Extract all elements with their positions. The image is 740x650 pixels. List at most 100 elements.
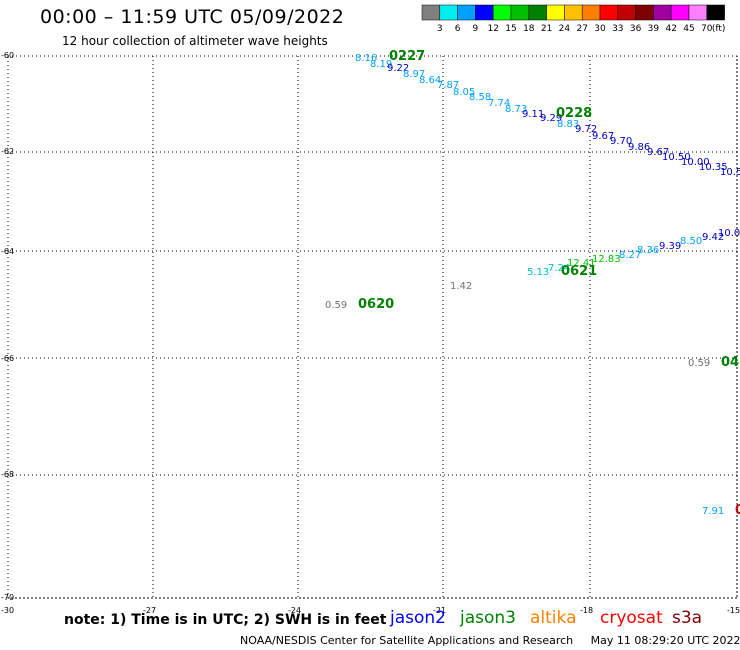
legend-label: 33 [612, 24, 623, 34]
legend-swatch [706, 4, 725, 21]
swh-value: 8.97 [403, 69, 425, 80]
swh-value: 8.83 [557, 119, 579, 130]
legend-swatch [528, 4, 547, 21]
swh-value: 8.16 [355, 53, 377, 64]
legend-label: 24 [559, 24, 571, 34]
swh-value: 9.11 [522, 109, 544, 120]
legend-label: 45 [683, 24, 694, 34]
lat-label: -62 [1, 147, 14, 156]
lon-label: -27 [143, 606, 156, 615]
legend-swatch [475, 4, 494, 21]
legend-label: 70 [701, 24, 713, 34]
legend-label: 36 [630, 24, 642, 34]
satellite-altika: altika [530, 608, 577, 628]
swh-value: 9.39 [659, 241, 681, 252]
swh-value: 9.72 [575, 124, 597, 135]
legend-swatch [688, 4, 708, 21]
swh-value: 8.19 [370, 59, 392, 70]
pass-time-label: 0621 [561, 264, 597, 279]
legend-swatch [670, 4, 690, 21]
legend-swatch [564, 4, 583, 21]
pass-time-label: 0228 [556, 106, 592, 121]
swh-value: 9.67 [647, 147, 669, 158]
legend-label: 9 [473, 24, 479, 34]
swh-value: 9.86 [628, 142, 650, 153]
satellite-jason3: jason3 [460, 608, 516, 628]
legend-swatch [599, 4, 619, 21]
satellite-s3a: s3a [672, 608, 703, 628]
page-title: 00:00 – 11:59 UTC 05/09/2022 [40, 6, 345, 28]
legend-label: 6 [455, 24, 461, 34]
lon-label: -21 [433, 606, 446, 615]
legend-label: 39 [648, 24, 660, 34]
lat-label: -68 [1, 470, 14, 479]
lat-label: -64 [1, 247, 14, 256]
legend-swatch [635, 4, 654, 21]
legend-swatch [492, 4, 512, 21]
swh-value: 0.59 [688, 358, 710, 369]
lat-label: -60 [1, 51, 14, 60]
swh-value: 9.42 [702, 232, 724, 243]
lon-label: -15 [727, 606, 740, 615]
credit-line: NOAA/NESDIS Center for Satellite Applica… [240, 634, 740, 647]
legend-unit: (ft) [712, 24, 726, 34]
map-grid [7, 55, 738, 599]
note-text: note: 1) Time is in UTC; 2) SWH is in fe… [64, 612, 387, 628]
lon-label: -24 [288, 606, 301, 615]
legend-label: 12 [487, 24, 498, 34]
satellite-cryosat: cryosat [600, 608, 663, 628]
swh-value: 10.50 [662, 152, 691, 163]
swh-value: 7.87 [437, 80, 459, 91]
lat-label: -66 [1, 354, 14, 363]
swh-value: 7.91 [702, 506, 724, 517]
legend-swatch [510, 4, 530, 21]
swh-value: 8.58 [469, 92, 491, 103]
legend-swatch [581, 4, 601, 21]
lat-label: -30 [1, 606, 14, 615]
page-subtitle: 12 hour collection of altimeter wave hei… [62, 34, 328, 48]
color-legend: 3 6 9 12 15 18 21 24 27 30 33 36 39 42 45 70 (ft) [421, 4, 726, 34]
swh-value: 0.59 [325, 300, 347, 311]
swh-value: 9.22 [387, 63, 409, 74]
legend-swatch [439, 4, 458, 21]
swh-value: 12.83 [592, 254, 621, 265]
legend-label: 27 [576, 24, 587, 34]
altimeter-tracks: 8.168.199.228.978.647.878.058.587.748.73… [325, 49, 740, 518]
swh-value: 10.00 [681, 157, 710, 168]
pass-time-label: 0620 [358, 297, 394, 312]
swh-value: 7.74 [488, 98, 510, 109]
legend-label: 3 [437, 24, 443, 34]
legend-swatch [617, 4, 636, 21]
swh-value: 10.0 [718, 228, 740, 239]
legend-label: 30 [594, 24, 606, 34]
swh-value: 9.70 [610, 136, 632, 147]
legend-swatch [546, 4, 565, 21]
swh-value: 10.35 [699, 162, 728, 173]
swh-value: 8.50 [680, 236, 702, 247]
pass-time-label: 0227 [389, 49, 425, 64]
pass-time-label: 0 [735, 503, 740, 518]
swh-value: 8.05 [453, 87, 475, 98]
swh-value: 9.67 [592, 131, 614, 142]
swh-value: 12.41 [567, 258, 596, 269]
pass-time-label: 04 [721, 355, 739, 370]
legend-label: 18 [523, 24, 535, 34]
lat-label: -70 [1, 593, 14, 602]
legend-label: 42 [665, 24, 676, 34]
swh-value: 8.27 [619, 250, 641, 261]
legend-swatch [457, 4, 476, 21]
swh-value: 8.36 [637, 245, 659, 256]
swh-value: 8.64 [419, 75, 441, 86]
swh-value: 8.73 [505, 104, 527, 115]
legend-label: 15 [505, 24, 516, 34]
satellite-jason2: jason2 [390, 608, 446, 628]
swh-value: 9.29 [540, 113, 562, 124]
lon-label: -18 [580, 606, 593, 615]
swh-value: 5.13 [527, 267, 549, 278]
axis-labels: -60 -62 -64 -66 -68 -70 -30 -27 -24 -21 -18 -15 [1, 51, 740, 615]
swh-value: 10.5 [720, 167, 740, 178]
legend-swatch [421, 4, 441, 21]
legend-label: 21 [541, 24, 552, 34]
legend-swatch [653, 4, 672, 21]
